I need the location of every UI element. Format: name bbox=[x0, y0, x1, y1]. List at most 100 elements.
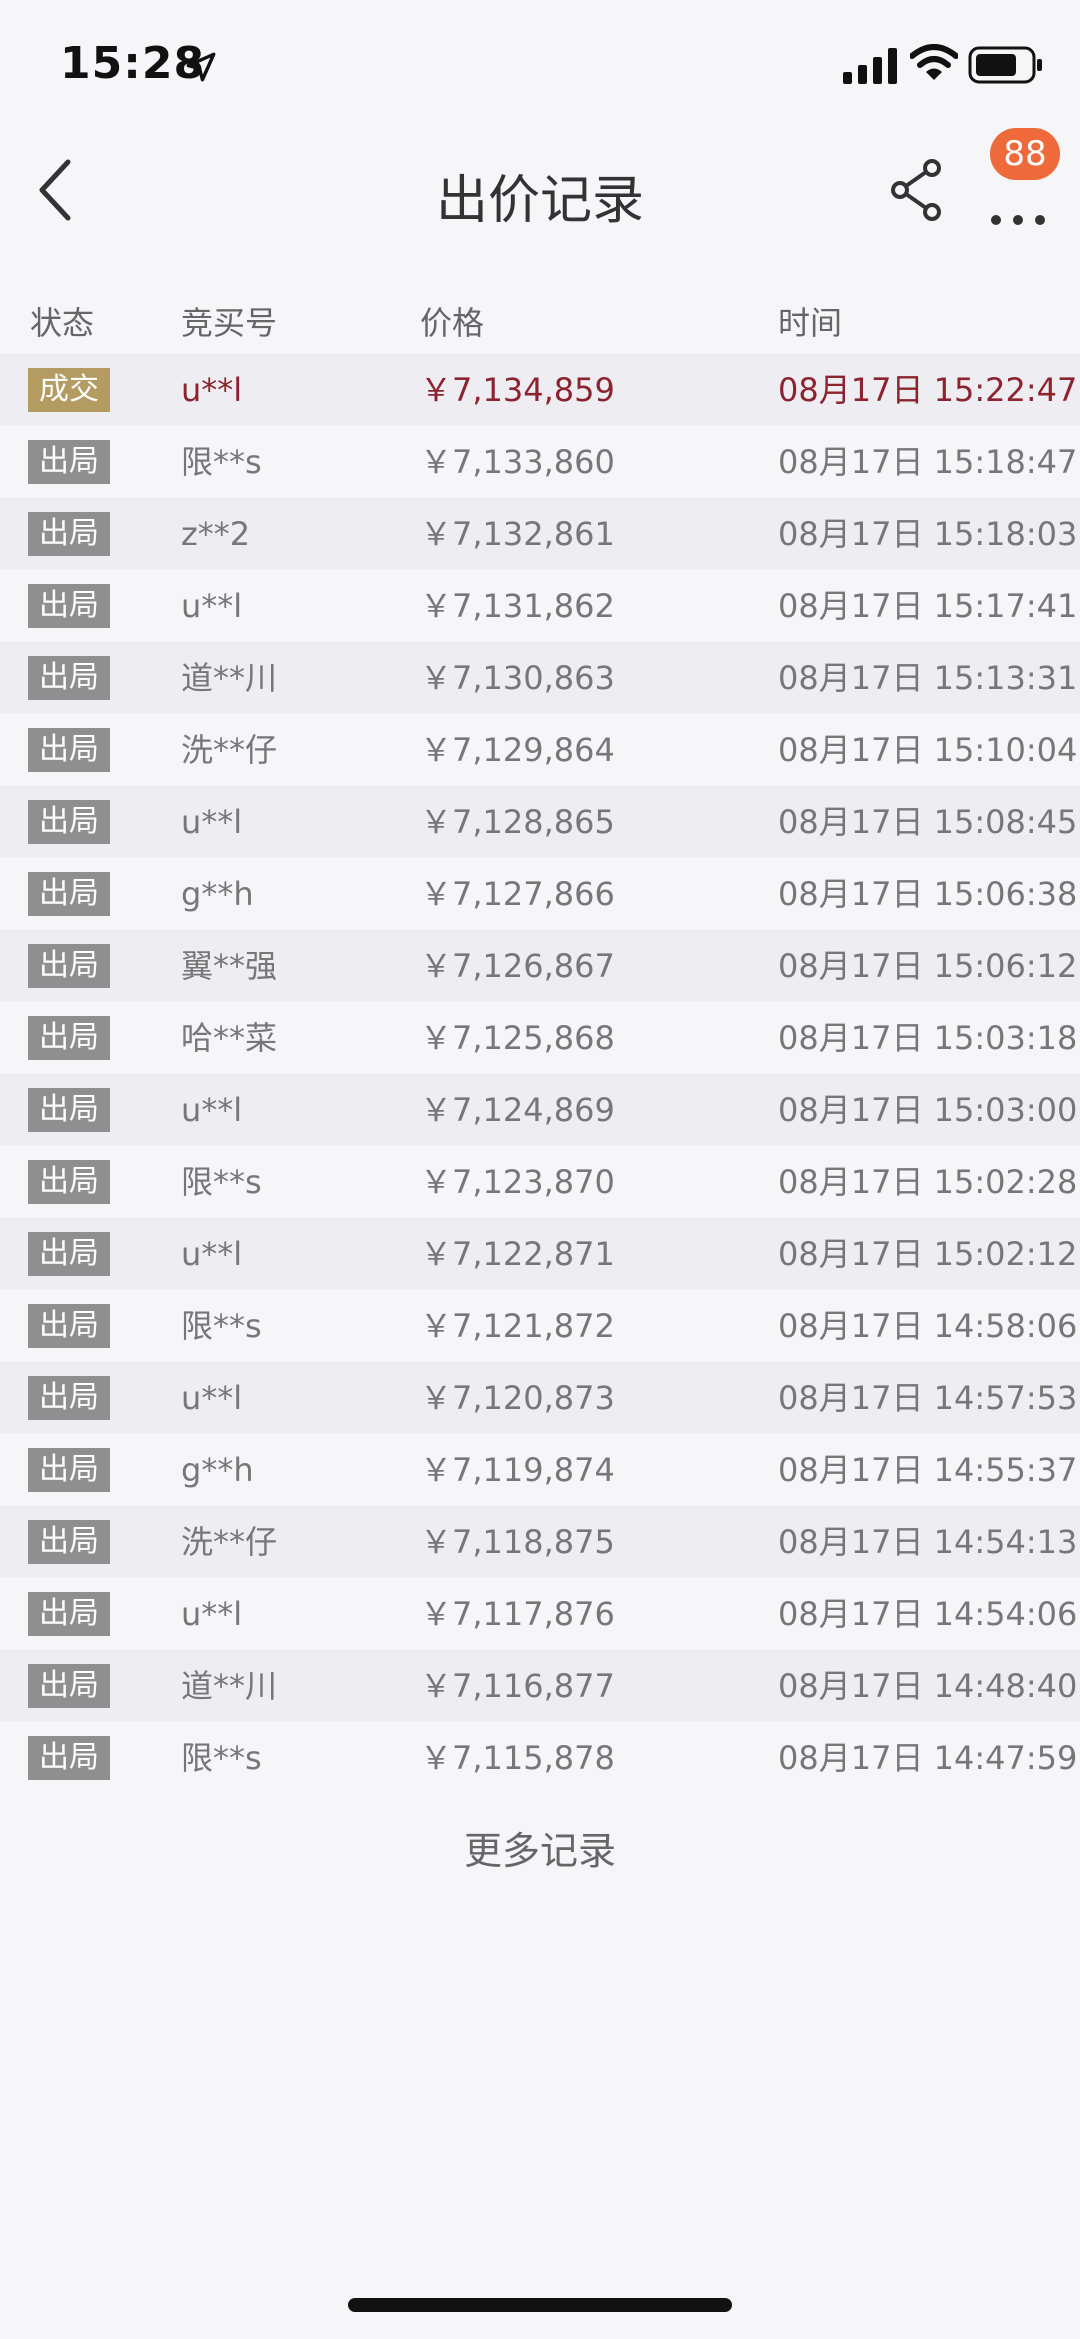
bid-price: ￥7,123,870 bbox=[420, 1163, 615, 1201]
bid-time: 08月17日 15:18:47 bbox=[778, 443, 1078, 481]
bid-price: ￥7,133,860 bbox=[420, 443, 615, 481]
status-badge: 成交 bbox=[28, 368, 110, 412]
bid-row: 出局 g**h ￥7,119,874 08月17日 14:55:37 bbox=[0, 1434, 1080, 1506]
bid-price: ￥7,121,872 bbox=[420, 1307, 615, 1345]
status-badge: 出局 bbox=[28, 1160, 110, 1204]
bid-price: ￥7,128,865 bbox=[420, 803, 615, 841]
bid-price: ￥7,115,878 bbox=[420, 1739, 615, 1777]
bid-row: 出局 限**s ￥7,115,878 08月17日 14:47:59 bbox=[0, 1722, 1080, 1794]
status-badge: 出局 bbox=[28, 1016, 110, 1060]
status-badge: 出局 bbox=[28, 728, 110, 772]
status-badge: 出局 bbox=[28, 1304, 110, 1348]
bid-row: 出局 z**2 ￥7,132,861 08月17日 15:18:03 bbox=[0, 498, 1080, 570]
bid-price: ￥7,118,875 bbox=[420, 1523, 615, 1561]
bid-price: ￥7,132,861 bbox=[420, 515, 615, 553]
bid-row: 出局 g**h ￥7,127,866 08月17日 15:06:38 bbox=[0, 858, 1080, 930]
bidder-number: 道**川 bbox=[181, 1667, 278, 1705]
bidder-number: 限**s bbox=[181, 443, 262, 481]
cellular-signal-icon bbox=[843, 48, 897, 84]
bid-time: 08月17日 14:57:53 bbox=[778, 1379, 1078, 1417]
status-badge: 出局 bbox=[28, 944, 110, 988]
more-menu-button[interactable] bbox=[988, 180, 1048, 230]
bid-row: 出局 洗**仔 ￥7,129,864 08月17日 15:10:04 bbox=[0, 714, 1080, 786]
bid-price: ￥7,131,862 bbox=[420, 587, 615, 625]
status-badge: 出局 bbox=[28, 1520, 110, 1564]
status-bar: 15:28 bbox=[0, 0, 1080, 130]
bid-price: ￥7,127,866 bbox=[420, 875, 615, 913]
status-badge: 出局 bbox=[28, 872, 110, 916]
status-badge: 出局 bbox=[28, 512, 110, 556]
bid-price: ￥7,125,868 bbox=[420, 1019, 615, 1057]
bid-time: 08月17日 15:22:47 bbox=[778, 371, 1078, 409]
share-icon[interactable] bbox=[888, 158, 948, 222]
bidder-number: 洗**仔 bbox=[181, 731, 278, 769]
bidder-number: 限**s bbox=[181, 1163, 262, 1201]
bid-row: 出局 洗**仔 ￥7,118,875 08月17日 14:54:13 bbox=[0, 1506, 1080, 1578]
bid-price: ￥7,120,873 bbox=[420, 1379, 615, 1417]
wifi-icon bbox=[910, 44, 958, 80]
bidder-number: u**l bbox=[181, 1379, 243, 1417]
bid-price: ￥7,129,864 bbox=[420, 731, 615, 769]
bidder-number: 翼**强 bbox=[181, 947, 278, 985]
bid-row: 出局 道**川 ￥7,116,877 08月17日 14:48:40 bbox=[0, 1650, 1080, 1722]
bidder-number: u**l bbox=[181, 1595, 243, 1633]
header-time: 时间 bbox=[778, 304, 843, 342]
more-records-button[interactable]: 更多记录 bbox=[463, 1829, 616, 1873]
bid-time: 08月17日 15:03:18 bbox=[778, 1019, 1078, 1057]
bidder-number: g**h bbox=[181, 1451, 254, 1489]
page-title: 出价记录 bbox=[435, 171, 644, 231]
bid-time: 08月17日 15:08:45 bbox=[778, 803, 1078, 841]
bid-time: 08月17日 15:17:41 bbox=[778, 587, 1078, 625]
status-badge: 出局 bbox=[28, 1232, 110, 1276]
bidder-number: u**l bbox=[181, 1091, 243, 1129]
bid-row: 出局 限**s ￥7,123,870 08月17日 15:02:28 bbox=[0, 1146, 1080, 1218]
bid-row: 出局 u**l ￥7,120,873 08月17日 14:57:53 bbox=[0, 1362, 1080, 1434]
bid-row: 出局 u**l ￥7,124,869 08月17日 15:03:00 bbox=[0, 1074, 1080, 1146]
bid-price: ￥7,122,871 bbox=[420, 1235, 615, 1273]
bidder-number: 道**川 bbox=[181, 659, 278, 697]
header-bidder-number: 竞买号 bbox=[181, 304, 278, 342]
bid-row: 成交 u**l ￥7,134,859 08月17日 15:22:47 bbox=[0, 354, 1080, 426]
bid-row: 出局 u**l ￥7,122,871 08月17日 15:02:12 bbox=[0, 1218, 1080, 1290]
bid-row: 出局 道**川 ￥7,130,863 08月17日 15:13:31 bbox=[0, 642, 1080, 714]
bid-row: 出局 限**s ￥7,121,872 08月17日 14:58:06 bbox=[0, 1290, 1080, 1362]
nav-bar: 出价记录 bbox=[0, 130, 1080, 250]
bid-row: 出局 u**l ￥7,131,862 08月17日 15:17:41 bbox=[0, 570, 1080, 642]
bidder-number: u**l bbox=[181, 803, 243, 841]
bid-row: 出局 u**l ￥7,117,876 08月17日 14:54:06 bbox=[0, 1578, 1080, 1650]
bid-time: 08月17日 14:55:37 bbox=[778, 1451, 1078, 1489]
status-badge: 出局 bbox=[28, 1736, 110, 1780]
status-badge: 出局 bbox=[28, 1664, 110, 1708]
bid-price: ￥7,119,874 bbox=[420, 1451, 615, 1489]
bid-time: 08月17日 15:18:03 bbox=[778, 515, 1078, 553]
location-arrow-icon bbox=[186, 52, 216, 82]
notification-badge: 88 bbox=[990, 128, 1060, 180]
bid-time: 08月17日 14:54:06 bbox=[778, 1595, 1078, 1633]
bid-price: ￥7,117,876 bbox=[420, 1595, 615, 1633]
back-button[interactable] bbox=[28, 154, 88, 226]
status-badge: 出局 bbox=[28, 1448, 110, 1492]
header-status: 状态 bbox=[30, 304, 95, 342]
bid-time: 08月17日 15:02:28 bbox=[778, 1163, 1078, 1201]
bidder-number: 洗**仔 bbox=[181, 1523, 278, 1561]
bid-time: 08月17日 15:03:00 bbox=[778, 1091, 1078, 1129]
bid-price: ￥7,116,877 bbox=[420, 1667, 615, 1705]
bid-row: 出局 哈**菜 ￥7,125,868 08月17日 15:03:18 bbox=[0, 1002, 1080, 1074]
status-badge: 出局 bbox=[28, 656, 110, 700]
bidder-number: 限**s bbox=[181, 1739, 262, 1777]
bid-time: 08月17日 14:54:13 bbox=[778, 1523, 1078, 1561]
bidder-number: u**l bbox=[181, 587, 243, 625]
bid-row: 出局 u**l ￥7,128,865 08月17日 15:08:45 bbox=[0, 786, 1080, 858]
battery-icon bbox=[968, 46, 1042, 84]
bid-time: 08月17日 15:10:04 bbox=[778, 731, 1078, 769]
bidder-number: u**l bbox=[181, 1235, 243, 1273]
status-badge: 出局 bbox=[28, 800, 110, 844]
header-price: 价格 bbox=[420, 304, 485, 342]
bid-price: ￥7,124,869 bbox=[420, 1091, 615, 1129]
bid-price: ￥7,126,867 bbox=[420, 947, 615, 985]
status-badge: 出局 bbox=[28, 440, 110, 484]
bid-time: 08月17日 14:58:06 bbox=[778, 1307, 1078, 1345]
bidder-number: z**2 bbox=[181, 515, 251, 553]
bidder-number: 哈**菜 bbox=[181, 1019, 278, 1057]
bid-time: 08月17日 15:06:12 bbox=[778, 947, 1078, 985]
